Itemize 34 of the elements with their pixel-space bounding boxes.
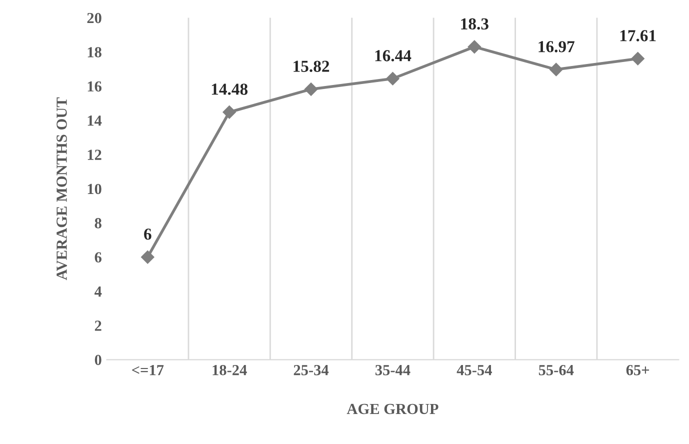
- point: [550, 62, 563, 76]
- point: [141, 250, 154, 264]
- y-tick-label: 20: [87, 12, 102, 24]
- data-label: 6: [144, 228, 152, 240]
- y-tick-label: 4: [94, 286, 102, 297]
- y-tick-label: 2: [94, 320, 102, 331]
- x-tick-label: <=17: [132, 365, 164, 376]
- point: [386, 72, 400, 86]
- x-tick-label: 55-64: [538, 364, 574, 376]
- point: [222, 106, 236, 119]
- x-tick-label: 45-54: [456, 365, 492, 376]
- y-tick-label: 8: [94, 218, 102, 228]
- x-tick-label: 18-24: [212, 364, 247, 376]
- data-label: 14.48: [212, 84, 248, 95]
- data-label: 17.61: [620, 30, 656, 42]
- y-tick-label: 12: [88, 150, 102, 160]
- y-tick-label: 18: [88, 47, 102, 58]
- x-tick-label: 65+: [626, 364, 650, 376]
- data-label: 16.44: [375, 50, 412, 62]
- point: [468, 40, 482, 54]
- x-tick-label: 35-44: [375, 364, 410, 376]
- y-tick-label: 14: [88, 116, 102, 126]
- x-tick-label: 25-34: [294, 364, 329, 376]
- point: [631, 52, 644, 66]
- y-tick-label: 0: [94, 354, 102, 366]
- point: [304, 82, 318, 96]
- data-label: 15.82: [294, 60, 330, 72]
- y-tick-label: 10: [88, 184, 102, 194]
- y-tick-label: 16: [88, 81, 102, 92]
- data-label: 16.97: [538, 41, 574, 52]
- data-label: 18.3: [461, 18, 488, 30]
- y-axis-title: AVERAGE MONTHS OUT: [56, 97, 67, 280]
- y-tick-label: 6: [94, 252, 102, 263]
- x-axis-title: AGE GROUP: [346, 404, 438, 414]
